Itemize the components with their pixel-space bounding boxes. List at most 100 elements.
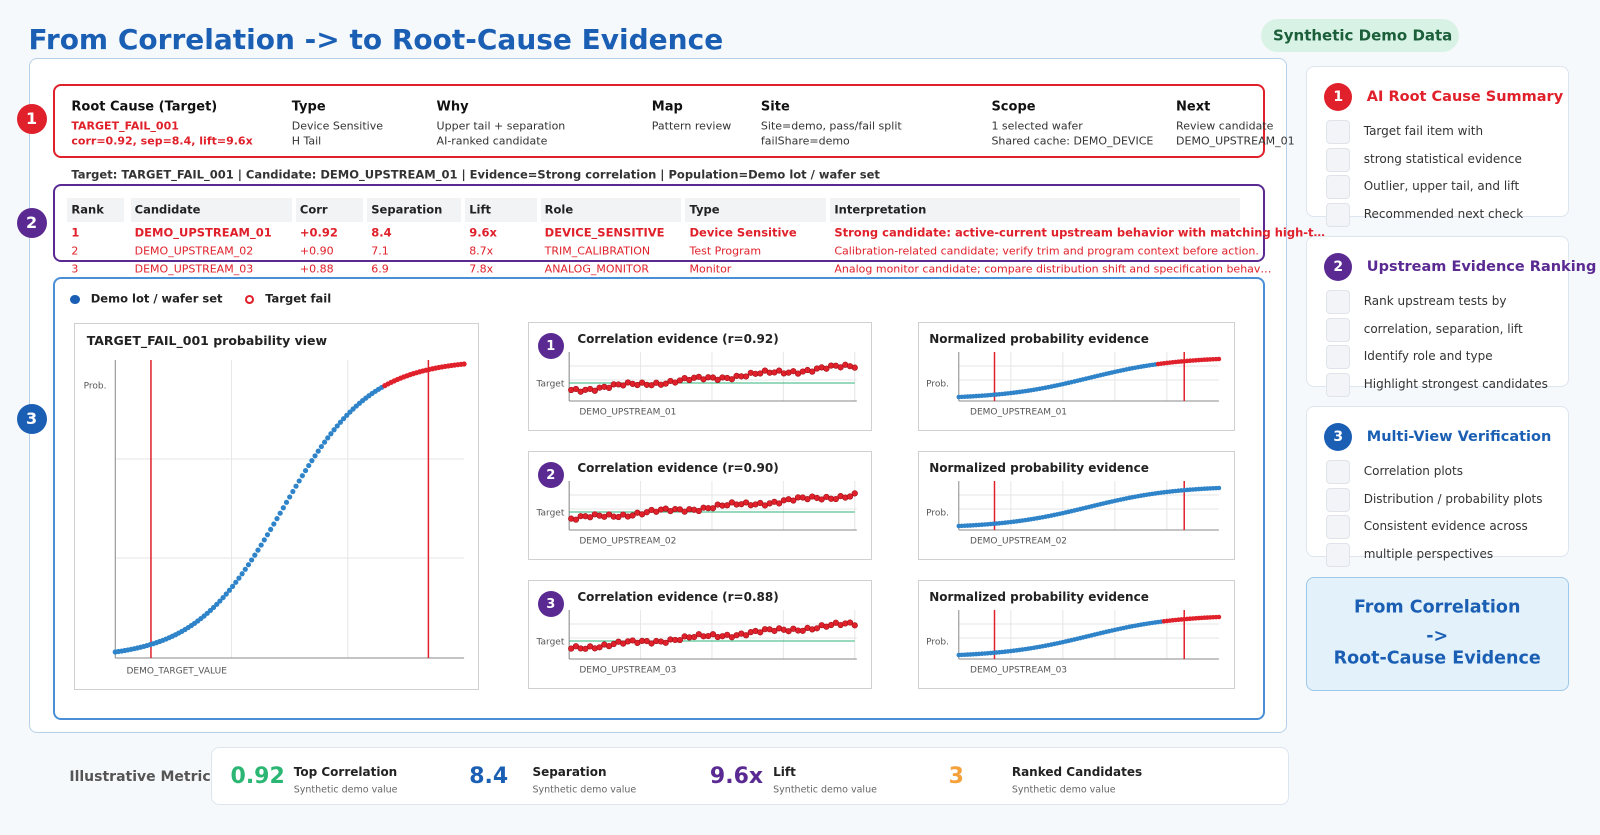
step-marker: 1 [16, 104, 47, 134]
metric-value: 9.6x [709, 764, 764, 789]
checkbox [1326, 317, 1351, 342]
legend-label: Demo lot / wafer set [90, 291, 223, 306]
ranking-box [53, 184, 1265, 262]
table-cell: 7.1 [371, 244, 389, 258]
checkbox [1326, 290, 1351, 314]
plot-x-label: DEMO_UPSTREAM_02 [579, 536, 677, 547]
plot-y-label: Prob. [926, 508, 950, 519]
metric-note: Synthetic demo value [293, 784, 398, 796]
table-cell: 8.4 [371, 225, 392, 240]
metric-value: 3 [948, 764, 964, 789]
legend-label: Target fail [265, 291, 332, 306]
summary-heading: Why [436, 99, 469, 115]
summary-heading: Next [1176, 99, 1211, 115]
plot-x-label: DEMO_UPSTREAM_03 [579, 665, 677, 676]
summary-line: Site=demo, pass/fail split [760, 119, 902, 133]
summary-line: Pattern review [651, 119, 732, 133]
summary-line: corr=0.92, sep=8.4, lift=9.6x [71, 134, 253, 148]
plot-title: Normalized probability evidence [929, 461, 1149, 475]
summary-line: failShare=demo [760, 134, 850, 148]
table-cell: DEMO_UPSTREAM_02 [134, 244, 254, 258]
table-cell: +0.92 [299, 225, 338, 240]
sidebar-title: Upstream Evidence Ranking [1366, 258, 1597, 275]
checkbox [1326, 345, 1351, 369]
table-cell: Device Sensitive [689, 225, 797, 240]
plot-x-label: DEMO_UPSTREAM_01 [970, 407, 1068, 418]
callout-text: From Correlation [1353, 597, 1521, 618]
plot-frame [528, 451, 873, 560]
plot-y-label: Prob. [926, 379, 950, 390]
summary-box [53, 84, 1265, 158]
table-cell: 2 [71, 244, 79, 258]
summary-line: TARGET_FAIL_001 [71, 119, 179, 133]
table-header-cell [685, 198, 827, 222]
checkbox [1326, 542, 1351, 567]
page-title: From Correlation -> to Root-Cause Eviden… [28, 23, 724, 56]
sidebar-item: Highlight strongest candidates [1363, 376, 1548, 391]
table-cell: Analog monitor candidate; compare distri… [834, 262, 1272, 276]
table-cell: Strong candidate: active-current upstrea… [834, 225, 1326, 240]
table-header: Candidate [134, 202, 201, 217]
summary-line: H Tail [291, 134, 322, 148]
table-cell: ANALOG_MONITOR [544, 262, 650, 276]
sidebar-item: strong statistical evidence [1363, 151, 1522, 166]
table-cell: Test Program [689, 244, 762, 258]
sidebar-item: Rank upstream tests by [1363, 294, 1507, 308]
verification-box [53, 277, 1265, 720]
table-header-cell [295, 198, 364, 222]
table-header: Type [689, 202, 720, 217]
step-marker: 3 [537, 591, 564, 617]
plot-title: Correlation evidence (r=0.88) [577, 590, 779, 604]
plot-frame [918, 451, 1236, 560]
metric-note: Synthetic demo value [1011, 784, 1116, 796]
table-cell: 1 [71, 225, 80, 240]
table-header-cell [465, 198, 537, 222]
table-cell: +0.90 [299, 244, 334, 258]
table-cell: 9.6x [469, 225, 497, 240]
summary-line: Upper tail + separation [436, 119, 566, 133]
sidebar-item: correlation, separation, lift [1363, 321, 1523, 336]
table-cell: +0.88 [299, 262, 334, 276]
table-cell: 6.9 [371, 262, 389, 276]
checkbox [1326, 487, 1351, 512]
checkbox [1326, 120, 1351, 144]
checkbox [1326, 147, 1351, 172]
step-marker: 3 [1324, 423, 1353, 451]
table-cell: DEVICE_SENSITIVE [544, 225, 665, 240]
metrics-bar [211, 747, 1290, 805]
table-cell: DEMO_UPSTREAM_03 [134, 262, 254, 276]
checkbox [1326, 460, 1351, 484]
plot-x-label: DEMO_UPSTREAM_01 [579, 407, 677, 418]
table-cell: TRIM_CALIBRATION [544, 244, 651, 258]
table-header: Corr [299, 202, 328, 217]
table-cell: 7.8x [469, 262, 494, 276]
table-header: Interpretation [834, 202, 927, 217]
summary-line: DEMO_UPSTREAM_01 [1176, 134, 1295, 148]
summary-line: Shared cache: DEMO_DEVICE [991, 134, 1154, 148]
checkbox [1326, 175, 1351, 199]
plot-frame [74, 323, 480, 690]
table-cell: 3 [71, 262, 79, 276]
table-header-cell [830, 198, 1241, 222]
plot-y-label: Prob. [83, 381, 107, 392]
metric-value: 0.92 [230, 764, 285, 789]
plot-y-label: Prob. [926, 637, 950, 648]
step-marker: 2 [16, 208, 47, 238]
summary-heading: Type [291, 99, 326, 115]
callout-text: -> [1426, 626, 1449, 647]
sidebar-item: Identify role and type [1363, 349, 1493, 363]
step-marker: 1 [1324, 83, 1353, 111]
plot-title: Normalized probability evidence [929, 332, 1149, 346]
checkbox [1326, 202, 1351, 227]
table-header: Separation [371, 202, 443, 217]
badge-text: Synthetic Demo Data [1272, 26, 1453, 45]
sidebar-item: Consistent evidence across [1363, 519, 1528, 533]
summary-heading: Map [651, 99, 683, 115]
step-marker: 2 [537, 462, 564, 488]
table-header: Role [544, 202, 574, 217]
table-cell: Calibration-related candidate; verify tr… [834, 244, 1259, 258]
metrics-label: Illustrative Metrics [69, 769, 219, 785]
plot-frame [918, 322, 1236, 431]
plot-title: Correlation evidence (r=0.92) [577, 332, 779, 346]
